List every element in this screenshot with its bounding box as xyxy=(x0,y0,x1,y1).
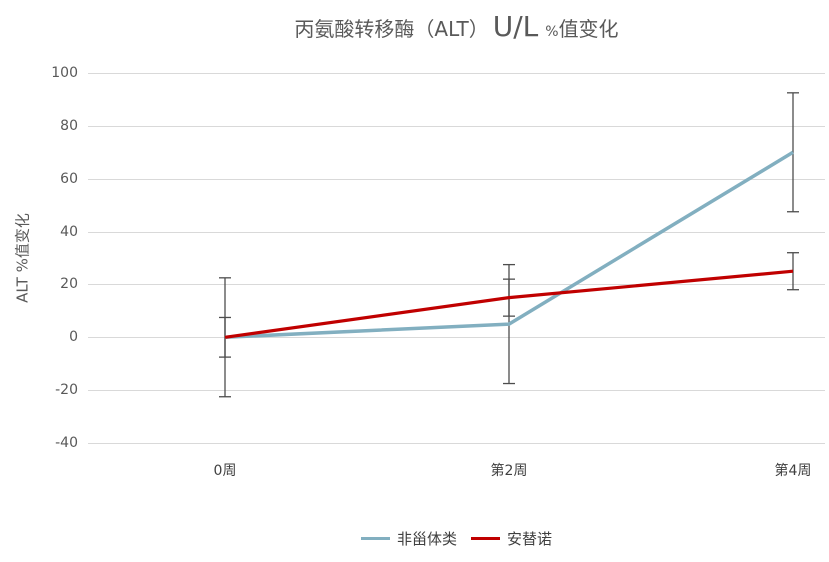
x-tick-label: 0周 xyxy=(213,463,237,479)
legend-item-1: 安替诺 xyxy=(471,528,552,549)
y-tick-label: 60 xyxy=(60,170,78,187)
legend-label: 安替诺 xyxy=(507,530,553,548)
chart-title-percent: % xyxy=(545,24,559,40)
legend-swatch-icon xyxy=(471,537,500,540)
chart-title: 丙氨酸转移酶（ALT） U/L %值变化 xyxy=(88,10,825,43)
x-tick-label: 第4周 xyxy=(774,463,812,479)
y-tick-label: 80 xyxy=(60,117,78,134)
legend-item-0: 非甾体类 xyxy=(360,528,457,549)
legend-label: 非甾体类 xyxy=(396,530,457,548)
series-line-1 xyxy=(224,269,794,339)
y-tick-label: 100 xyxy=(51,65,78,81)
legend-swatch-icon xyxy=(360,537,390,540)
chart-title-unit: U/L xyxy=(492,10,539,43)
chart-title-main: 丙氨酸转移酶（ALT） xyxy=(294,17,489,41)
x-tick-label: 第2周 xyxy=(490,463,528,479)
series-line-0 xyxy=(224,150,794,340)
y-tick-label: 40 xyxy=(60,223,78,240)
y-tick-label: 20 xyxy=(60,276,78,293)
y-tick-label: -40 xyxy=(55,435,78,451)
chart-title-suffix: 值变化 xyxy=(558,17,619,41)
chart-legend: 非甾体类 安替诺 xyxy=(88,528,825,549)
y-tick-label: 0 xyxy=(69,329,78,346)
y-tick-label: -20 xyxy=(55,382,78,399)
